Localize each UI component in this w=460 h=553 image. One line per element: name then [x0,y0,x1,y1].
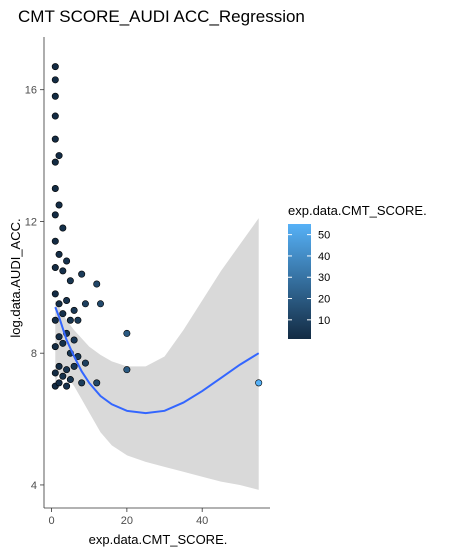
data-point [81,359,89,367]
data-point [93,379,101,387]
data-point [78,270,86,278]
data-point [93,280,101,288]
data-point [123,366,131,374]
data-point [51,211,59,219]
legend-tick-label: 30 [318,272,330,284]
data-point [51,185,59,193]
axes: 4 8 12 16 0 20 40 [25,37,270,527]
fit-line-layer [54,306,260,415]
data-point [78,379,86,387]
y-axis-label: log.data.AUDI_ACC. [8,218,23,337]
data-point [55,362,63,370]
legend-tick-label: 20 [318,294,330,306]
x-tick-label: 0 [48,515,54,527]
legend-tick-label: 10 [318,315,330,327]
data-point [55,333,63,341]
data-point [51,158,59,166]
data-point [51,76,59,84]
data-point [51,112,59,120]
y-tick-label: 4 [31,480,37,492]
y-tick-label: 12 [25,216,37,228]
data-point [66,316,74,324]
data-point [70,336,78,344]
legend-tick-label: 40 [318,251,330,263]
scatter-points-layer [51,63,263,390]
data-point [255,379,263,387]
data-point [51,316,59,324]
data-point [51,264,59,272]
data-point [55,201,63,209]
x-tick-label: 20 [121,515,133,527]
data-point [66,376,74,384]
data-point [59,310,67,318]
data-point [55,379,63,387]
data-point [51,63,59,71]
data-point [63,296,71,304]
confidence-band [55,218,259,490]
regression-line [54,306,260,415]
x-tick-label: 40 [196,515,208,527]
data-point [55,300,63,308]
plot-area [51,63,263,490]
data-point [63,366,71,374]
data-point [55,152,63,160]
data-point [51,92,59,100]
legend-colorbar [288,224,311,339]
data-point [51,290,59,298]
y-tick-label: 16 [25,85,37,97]
legend-ticks: 10 20 30 40 50 [288,230,330,327]
legend-tick-label: 50 [318,230,330,242]
legend-title: exp.data.CMT_SCORE. [288,203,427,218]
data-point [63,257,71,265]
data-point [70,306,78,314]
chart-title: CMT SCORE_AUDI ACC_Regression [18,7,305,26]
data-point [81,300,89,308]
data-point [74,316,82,324]
data-point [51,369,59,377]
color-legend: exp.data.CMT_SCORE. 10 20 30 40 50 [288,203,427,339]
data-point [59,372,67,380]
data-point [59,224,67,232]
data-point [63,382,71,390]
data-point [51,135,59,143]
data-point [97,300,105,308]
data-point [59,339,67,347]
data-point [51,343,59,351]
data-point [55,250,63,258]
data-point [59,267,67,275]
confidence-band-layer [55,218,259,490]
data-point [51,237,59,245]
data-point [70,362,78,370]
data-point [123,329,131,337]
x-axis-label: exp.data.CMT_SCORE. [89,532,228,547]
data-point [66,277,74,285]
y-tick-label: 8 [31,348,37,360]
